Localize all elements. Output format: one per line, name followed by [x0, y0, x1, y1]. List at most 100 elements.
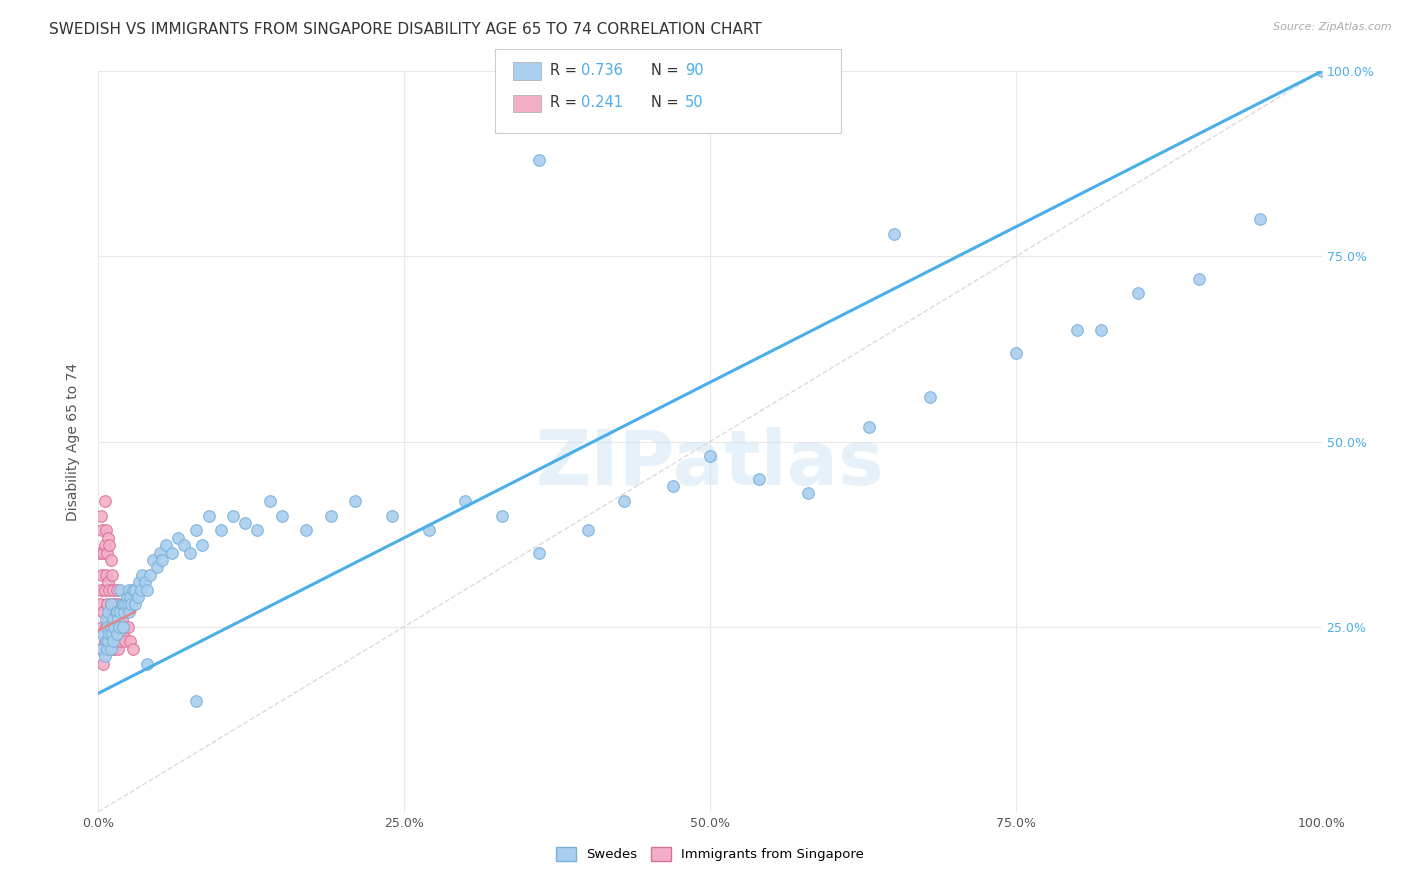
- Point: [117, 598, 139, 612]
- Point: [319, 508, 342, 523]
- Point: [97, 531, 120, 545]
- Point: [98, 582, 121, 597]
- Point: [104, 612, 127, 626]
- Point: [104, 605, 127, 619]
- Point: [96, 641, 118, 656]
- Point: [93, 493, 115, 508]
- Point: [107, 641, 129, 656]
- Point: [97, 575, 120, 590]
- Point: [100, 598, 122, 612]
- Point: [97, 612, 120, 626]
- Point: [121, 641, 143, 656]
- Text: 0.736: 0.736: [581, 63, 623, 78]
- Text: R =: R =: [550, 95, 581, 110]
- Point: [93, 582, 115, 597]
- Point: [100, 619, 122, 633]
- Point: [179, 546, 201, 560]
- Point: [259, 493, 281, 508]
- Point: [107, 598, 129, 612]
- Point: [797, 486, 820, 500]
- Point: [110, 634, 132, 648]
- Point: [100, 641, 122, 656]
- Point: [124, 598, 146, 612]
- Text: R =: R =: [550, 63, 581, 78]
- Point: [100, 553, 122, 567]
- Point: [111, 619, 134, 633]
- Point: [381, 508, 404, 523]
- Point: [124, 582, 146, 597]
- Point: [662, 479, 685, 493]
- Point: [103, 641, 125, 656]
- Point: [93, 649, 115, 664]
- Point: [91, 546, 114, 560]
- Point: [149, 546, 172, 560]
- Point: [103, 619, 125, 633]
- Point: [90, 508, 112, 523]
- Point: [89, 598, 111, 612]
- Point: [118, 605, 141, 619]
- Point: [233, 516, 256, 530]
- Point: [100, 641, 122, 656]
- Point: [167, 531, 190, 545]
- Point: [96, 619, 118, 633]
- Point: [150, 553, 173, 567]
- Point: [186, 694, 208, 708]
- Point: [1066, 324, 1088, 338]
- Point: [527, 153, 550, 168]
- Point: [186, 524, 208, 538]
- Text: Source: ZipAtlas.com: Source: ZipAtlas.com: [1274, 22, 1392, 32]
- Text: 0.241: 0.241: [581, 95, 623, 110]
- Point: [127, 590, 149, 604]
- Point: [110, 582, 132, 597]
- Point: [100, 598, 122, 612]
- Point: [105, 582, 128, 597]
- Point: [155, 538, 177, 552]
- Point: [920, 390, 942, 404]
- Point: [93, 634, 115, 648]
- Point: [191, 538, 214, 552]
- Point: [115, 590, 138, 604]
- Point: [128, 575, 150, 590]
- Point: [748, 471, 770, 485]
- Point: [136, 657, 159, 671]
- Point: [98, 627, 121, 641]
- Point: [89, 546, 111, 560]
- Point: [94, 567, 117, 582]
- Point: [118, 582, 141, 597]
- Point: [110, 605, 132, 619]
- Text: 50: 50: [685, 95, 703, 110]
- Point: [112, 619, 135, 633]
- Point: [105, 605, 128, 619]
- Text: 90: 90: [685, 63, 703, 78]
- Point: [114, 598, 136, 612]
- Point: [91, 657, 114, 671]
- Point: [96, 598, 118, 612]
- Point: [94, 524, 117, 538]
- Point: [114, 634, 136, 648]
- Point: [883, 227, 905, 242]
- Point: [120, 634, 142, 648]
- Point: [142, 553, 165, 567]
- Point: [101, 567, 124, 582]
- Point: [454, 493, 477, 508]
- Point: [93, 538, 115, 552]
- Point: [94, 612, 117, 626]
- Point: [134, 575, 156, 590]
- Point: [209, 524, 232, 538]
- Point: [1128, 286, 1150, 301]
- Point: [108, 619, 131, 633]
- Point: [344, 493, 367, 508]
- Point: [103, 598, 125, 612]
- Text: N =: N =: [651, 63, 683, 78]
- Point: [197, 508, 219, 523]
- Point: [111, 598, 134, 612]
- Point: [699, 450, 721, 464]
- Text: ZIPatlas: ZIPatlas: [536, 426, 884, 500]
- Point: [131, 567, 153, 582]
- Point: [136, 582, 159, 597]
- Point: [101, 634, 124, 648]
- Point: [1090, 324, 1112, 338]
- Point: [1310, 64, 1333, 78]
- Point: [120, 598, 142, 612]
- Y-axis label: Disability Age 65 to 74: Disability Age 65 to 74: [66, 362, 80, 521]
